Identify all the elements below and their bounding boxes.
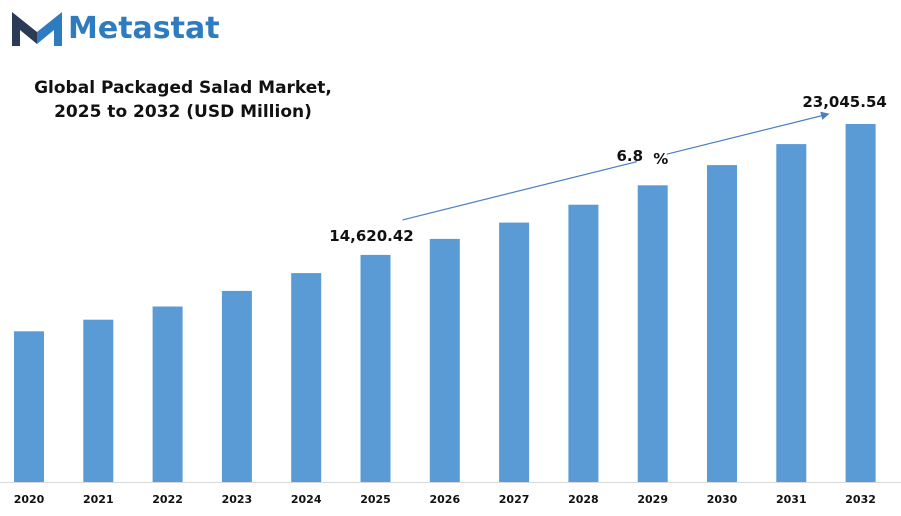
chart-title-line-1: Global Packaged Salad Market,	[34, 78, 332, 98]
x-tick-label-2020: 2020	[14, 493, 45, 506]
chart-title: Global Packaged Salad Market, 2025 to 20…	[18, 76, 348, 124]
bar-2026	[429, 238, 460, 482]
bar-2023	[221, 290, 252, 482]
x-tick-label-2029: 2029	[637, 493, 668, 506]
bar-2025	[360, 254, 391, 482]
cagr-unit-label: %	[653, 150, 668, 168]
bar-2028	[568, 204, 599, 482]
bar-2020	[14, 331, 44, 482]
metastat-m-logo-icon	[12, 12, 62, 46]
x-tick-label-2032: 2032	[845, 493, 876, 506]
growth-arrow-segment-2	[666, 111, 830, 155]
bar-2032	[845, 124, 876, 482]
x-tick-label-2031: 2031	[776, 493, 807, 506]
chart-title-line-2: 2025 to 2032 (USD Million)	[54, 102, 312, 122]
start-value-label: 14,620.42	[329, 227, 413, 245]
bar-2022	[152, 306, 183, 482]
x-tick-label-2028: 2028	[568, 493, 599, 506]
bars-group	[14, 124, 876, 483]
cagr-value-label: 6.8	[617, 147, 644, 165]
x-tick-label-2030: 2030	[707, 493, 738, 506]
bar-2030	[707, 165, 737, 482]
x-tick-label-2024: 2024	[291, 493, 322, 506]
bar-2027	[499, 222, 530, 482]
bar-2021	[83, 319, 114, 482]
bar-2029	[637, 185, 668, 483]
x-tick-label-2022: 2022	[152, 493, 183, 506]
brand-name: Metastat	[68, 10, 220, 46]
x-tick-label-2023: 2023	[222, 493, 253, 506]
end-value-label: 23,045.54	[802, 93, 886, 111]
x-tick-label-2026: 2026	[429, 493, 460, 506]
x-tick-labels: 2020 2021 2022 2023 2024 2025 2026 2027 2028 2029…	[14, 493, 876, 506]
x-tick-label-2021: 2021	[83, 493, 114, 506]
bar-2031	[776, 144, 807, 482]
growth-arrow-segment-1	[402, 161, 638, 221]
x-tick-label-2025: 2025	[360, 493, 391, 506]
brand-logo: Metastat	[10, 8, 220, 48]
x-tick-label-2027: 2027	[499, 493, 530, 506]
bar-2024	[291, 273, 322, 482]
